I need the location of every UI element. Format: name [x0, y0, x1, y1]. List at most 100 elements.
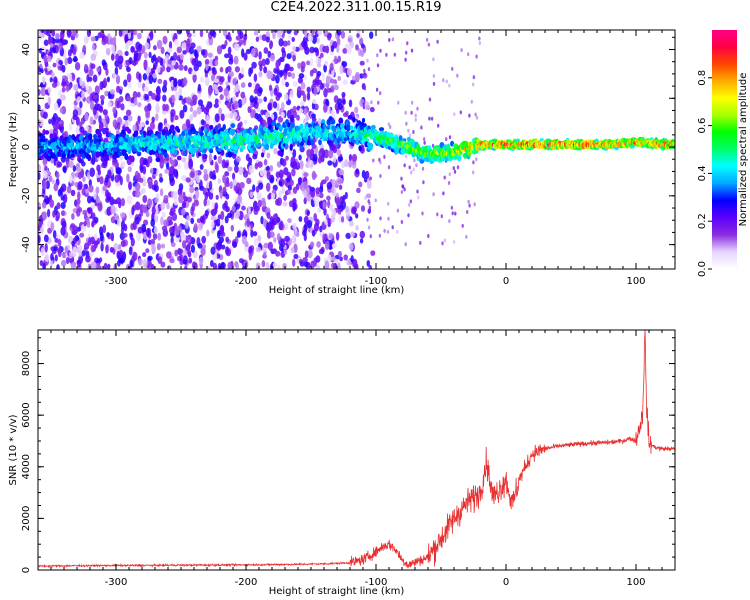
- heatmap-cell: [291, 72, 296, 79]
- heatmap-cell: [443, 238, 446, 243]
- heatmap-cell: [351, 153, 358, 162]
- heatmap-cell: [133, 97, 138, 106]
- heatmap-cell: [336, 149, 341, 156]
- heatmap-cell: [182, 77, 188, 87]
- heatmap-cell: [99, 124, 104, 130]
- heatmap-cell: [147, 155, 153, 164]
- heatmap-cell: [359, 49, 365, 57]
- heatmap-cell: [79, 76, 83, 87]
- heatmap-cell: [416, 189, 419, 194]
- heatmap-cell: [225, 248, 232, 257]
- heatmap-cell: [361, 117, 366, 123]
- heatmap-cell: [160, 243, 166, 249]
- heatmap-cell: [284, 63, 289, 73]
- heatmap-cell: [248, 246, 253, 255]
- heatmap-cell: [316, 241, 321, 248]
- heatmap-cell: [153, 226, 158, 234]
- heatmap-cell: [452, 166, 455, 171]
- heatmap-cell: [475, 115, 479, 120]
- heatmap-cell: [292, 186, 298, 194]
- heatmap-cell: [292, 197, 297, 205]
- heatmap-cell: [128, 246, 133, 256]
- heatmap-cell: [278, 70, 283, 78]
- heatmap-cell: [189, 171, 195, 179]
- heatmap-cell: [299, 160, 304, 170]
- heatmap-cell: [152, 73, 157, 79]
- heatmap-cell: [139, 95, 145, 101]
- heatmap-cell: [203, 168, 208, 175]
- heatmap-cell: [185, 96, 192, 105]
- heatmap-cell: [412, 130, 415, 134]
- heatmap-cell: [235, 263, 240, 269]
- heatmap-cell: [211, 174, 217, 180]
- heatmap-cell: [158, 177, 164, 183]
- heatmap-cell: [275, 74, 280, 84]
- heatmap-cell: [134, 201, 141, 211]
- heatmap-cell: [85, 255, 91, 263]
- heatmap-cell: [127, 115, 133, 122]
- heatmap-cell: [428, 116, 431, 121]
- heatmap-cell: [183, 128, 188, 133]
- heatmap-cell: [117, 121, 121, 130]
- heatmap-cell: [139, 177, 144, 183]
- heatmap-cell: [44, 253, 50, 262]
- heatmap-cell: [126, 96, 132, 102]
- heatmap-cell: [228, 57, 234, 65]
- heatmap-cell: [351, 206, 357, 214]
- heatmap-cell: [370, 100, 373, 105]
- heatmap-cell: [68, 251, 74, 259]
- heatmap-cell: [72, 165, 77, 172]
- heatmap-cell: [318, 186, 324, 194]
- heatmap-cell: [475, 157, 478, 162]
- heatmap-cell: [300, 82, 306, 90]
- heatmap-cell: [360, 43, 365, 49]
- heatmap-cell: [355, 168, 360, 175]
- heatmap-cell: [98, 115, 102, 124]
- heatmap-cell: [152, 45, 157, 51]
- heatmap-cell: [88, 68, 94, 77]
- heatmap-cell: [451, 211, 454, 216]
- heatmap-cell: [416, 106, 419, 111]
- heatmap-cell: [118, 96, 124, 103]
- heatmap-cell: [142, 73, 148, 81]
- heatmap-cell: [105, 47, 111, 56]
- heatmap-cell: [128, 181, 132, 191]
- heatmap-cell: [331, 144, 336, 150]
- heatmap-cell: [217, 155, 223, 165]
- heatmap-cell: [138, 72, 142, 83]
- heatmap-cell: [103, 77, 107, 87]
- heatmap-cell: [142, 252, 147, 258]
- heatmap-cell: [408, 202, 411, 207]
- heatmap-cell: [385, 52, 388, 57]
- heatmap-cell: [297, 177, 302, 185]
- heatmap-cell: [50, 72, 55, 78]
- heatmap-cell: [283, 93, 289, 102]
- heatmap-cell: [85, 124, 89, 132]
- heatmap-cell: [208, 153, 213, 163]
- heatmap-cell: [363, 86, 367, 91]
- heatmap-cell: [163, 219, 169, 227]
- heatmap-cell: [168, 41, 173, 50]
- heatmap-cell: [112, 119, 118, 129]
- heatmap-cell: [79, 51, 85, 59]
- heatmap-cell: [349, 125, 354, 130]
- heatmap-cell: [197, 242, 203, 249]
- heatmap-cell: [161, 85, 168, 93]
- heatmap-cell: [432, 81, 436, 86]
- heatmap-cell: [388, 132, 394, 138]
- heatmap-cell: [224, 171, 230, 177]
- heatmap-cell: [60, 201, 66, 210]
- heatmap-cell: [92, 94, 98, 100]
- heatmap-cell: [309, 46, 315, 54]
- heatmap-cell: [135, 41, 141, 51]
- heatmap-cell: [240, 144, 246, 150]
- heatmap-cell: [245, 153, 250, 162]
- heatmap-cell: [474, 112, 477, 117]
- heatmap-cell: [337, 98, 343, 106]
- heatmap-cell: [308, 35, 314, 42]
- heatmap-cell: [52, 62, 57, 68]
- heatmap-cell: [224, 181, 230, 188]
- heatmap-cell: [319, 225, 323, 233]
- heatmap-cell: [42, 170, 48, 179]
